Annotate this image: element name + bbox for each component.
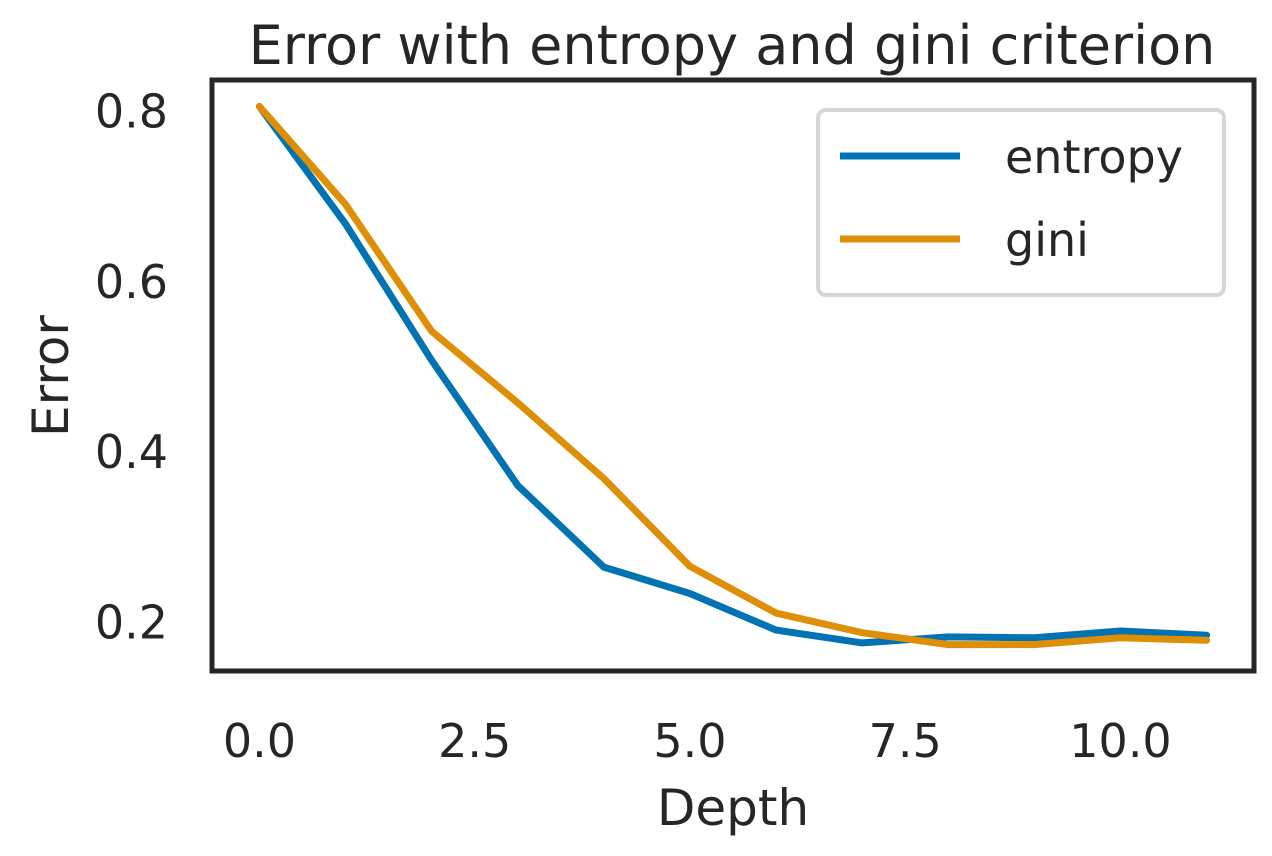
y-tick-label: 0.8 bbox=[95, 85, 168, 139]
x-axis-ticks: 0.0 2.5 5.0 7.5 10.0 bbox=[223, 714, 1172, 768]
series-line-entropy bbox=[255, 102, 1211, 647]
x-tick-label: 5.0 bbox=[653, 714, 726, 768]
y-tick-label: 0.4 bbox=[95, 425, 168, 479]
plot-frame bbox=[209, 77, 1257, 674]
x-tick-label: 0.0 bbox=[223, 714, 296, 768]
legend: entropy gini bbox=[816, 108, 1226, 297]
x-tick-label: 10.0 bbox=[1069, 714, 1171, 768]
legend-label-gini: gini bbox=[1005, 213, 1089, 267]
legend-label-entropy: entropy bbox=[1005, 130, 1183, 184]
series-line-gini bbox=[255, 102, 1211, 649]
y-axis-label: Error bbox=[22, 315, 80, 437]
y-tick-label: 0.6 bbox=[95, 255, 168, 309]
x-tick-label: 2.5 bbox=[438, 714, 511, 768]
plot-lines bbox=[255, 102, 1211, 649]
x-tick-label: 7.5 bbox=[869, 714, 942, 768]
y-tick-label: 0.2 bbox=[95, 596, 168, 650]
chart-title: Error with entropy and gini criterion bbox=[249, 14, 1216, 77]
y-axis-ticks: 0.2 0.4 0.6 0.8 bbox=[95, 85, 168, 650]
x-axis-label: Depth bbox=[657, 779, 809, 837]
